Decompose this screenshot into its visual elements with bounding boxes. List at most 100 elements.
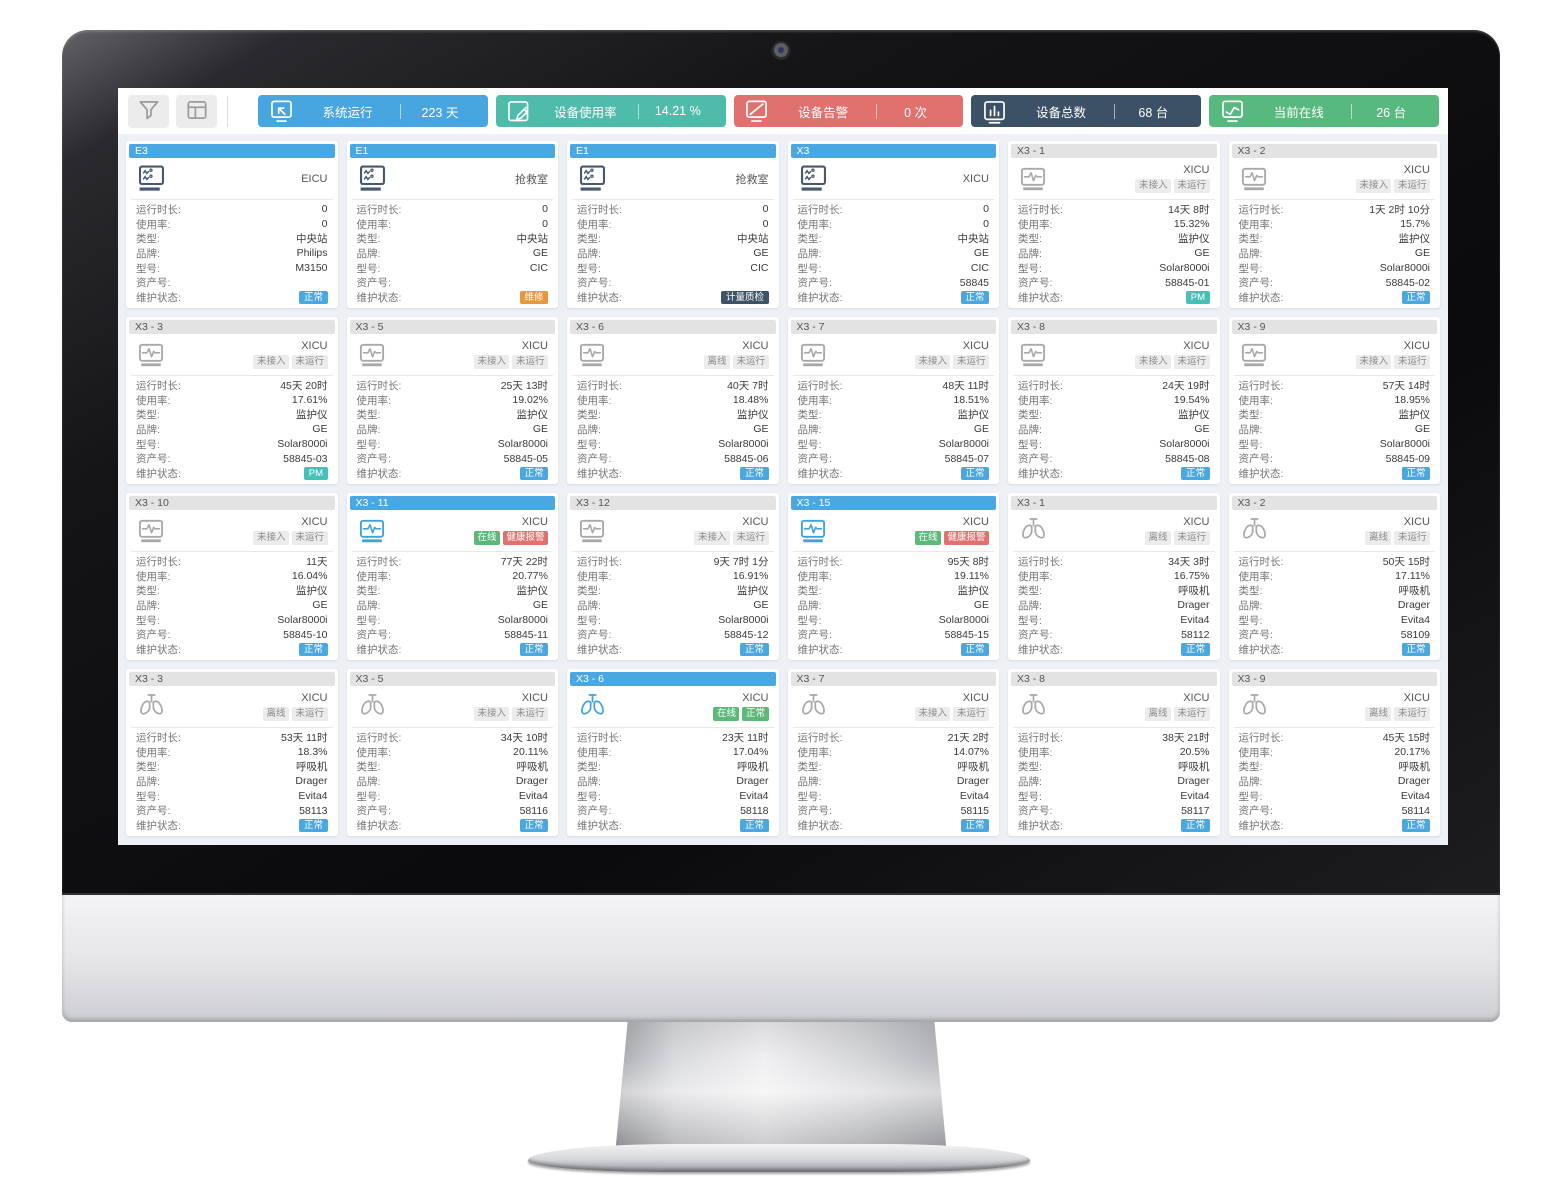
stat-value: 68 台 [1138, 105, 1169, 120]
field-label: 类型: [797, 233, 822, 246]
device-card[interactable]: X3 - 3 XICU 离线 未运行 运行时长: 53天 11时 使用率: 18.3% 类… [126, 669, 338, 836]
field-row: 类型: 监护仪 [136, 583, 328, 598]
device-card[interactable]: E1 抢救室 运行时长: 0 使用率: 0 类型: 中央站 品牌: GE 型号: CIC 资产号: 维… [567, 141, 779, 308]
stat-card-device-total[interactable]: 设备总数 68 台 [971, 95, 1202, 127]
device-id: X3 - 8 [1017, 673, 1046, 685]
field-row: 维护状态: 正常 [1018, 818, 1210, 833]
field-row: 类型: 呼吸机 [577, 759, 769, 774]
device-card[interactable]: X3 - 8 XICU 未接入 未运行 运行时长: 24天 19时 使用率: 19.54… [1008, 317, 1220, 484]
field-row: 类型: 中央站 [798, 231, 990, 246]
device-card[interactable]: X3 - 10 XICU 未接入 未运行 运行时长: 11天 使用率: 16.04% 类型… [126, 493, 338, 660]
device-id: X3 - 9 [1237, 321, 1266, 333]
field-label: 品牌: [797, 775, 822, 788]
device-card[interactable]: X3 - 1 XICU 未接入 未运行 运行时长: 14天 8时 使用率: 15.32%… [1008, 141, 1220, 308]
field-row: 类型: 呼吸机 [1018, 583, 1210, 598]
device-location: XICU [1183, 516, 1210, 529]
device-card[interactable]: X3 - 6 XICU 在线 正常 运行时长: 23天 11时 使用率: 17.04% 类… [567, 669, 779, 836]
maintenance-status-badge: 正常 [740, 466, 769, 481]
field-value: 53天 11时 [281, 731, 328, 744]
field-label: 运行时长: [797, 731, 843, 744]
field-value: 0 [542, 218, 548, 231]
stat-card-current-online[interactable]: 当前在线 26 台 [1209, 95, 1439, 127]
field-value: 18.51% [953, 394, 989, 407]
field-value: GE [973, 599, 989, 612]
field-row: 型号: Solar8000i [1239, 261, 1431, 276]
device-card[interactable]: E1 抢救室 运行时长: 0 使用率: 0 类型: 中央站 品牌: GE 型号: CIC 资产号: 维… [346, 141, 558, 308]
field-row: 维护状态: 正常 [798, 466, 989, 481]
field-row: 使用率: 0 [577, 217, 769, 232]
field-label: 运行时长: [136, 379, 181, 392]
maintenance-status-badge: 正常 [740, 818, 769, 833]
field-row: 使用率: 16.91% [577, 569, 769, 584]
field-row: 品牌: GE [1239, 246, 1431, 261]
field-row: 类型: 监护仪 [357, 407, 549, 422]
field-row: 维护状态: 正常 [577, 642, 769, 657]
field-row: 资产号: 58845-06 [577, 451, 769, 466]
field-value: 58845-10 [283, 628, 328, 641]
field-label: 品牌: [136, 247, 160, 260]
field-label: 使用率: [797, 570, 832, 583]
layout-button[interactable] [176, 94, 217, 128]
ventilator-icon [797, 690, 830, 723]
device-card[interactable]: X3 - 11 XICU 在线 健康报警 运行时长: 77天 22时 使用率: 20.7… [346, 493, 558, 660]
field-label: 资产号: [136, 277, 171, 290]
device-card[interactable]: X3 - 5 XICU 未接入 未运行 运行时长: 34天 10时 使用率: 20.11… [346, 669, 558, 836]
device-id: X3 - 2 [1237, 497, 1266, 509]
device-card[interactable]: X3 XICU 运行时长: 0 使用率: 0 类型: 中央站 品牌: GE 型号: CIC 资产号:… [787, 141, 999, 308]
field-value: 58845-06 [724, 452, 769, 465]
field-value: 25天 13时 [500, 379, 548, 392]
central-station-icon [356, 162, 389, 195]
filter-button[interactable] [128, 94, 169, 128]
field-row: 运行时长: 45天 15时 [1239, 730, 1431, 745]
field-row: 型号: CIC [577, 261, 769, 276]
device-id: E1 [576, 145, 589, 157]
current-online-icon [1218, 97, 1246, 125]
field-value: Solar8000i [938, 438, 989, 451]
field-row: 品牌: Drager [577, 774, 769, 789]
device-card[interactable]: X3 - 1 XICU 离线 未运行 运行时长: 34天 3时 使用率: 16.75% 类… [1008, 493, 1220, 660]
stat-separator [637, 103, 639, 119]
stat-card-system-run[interactable]: 系统运行 223 天 [258, 95, 488, 127]
device-card[interactable]: X3 - 15 XICU 在线 健康报警 运行时长: 95天 8时 使用率: 19.11… [787, 493, 999, 660]
field-row: 运行时长: 48天 11时 [798, 378, 990, 393]
toolbar-divider [227, 95, 228, 127]
device-card[interactable]: X3 - 3 XICU 未接入 未运行 运行时长: 45天 20时 使用率: 17.61… [126, 317, 338, 484]
device-fields: 运行时长: 34天 10时 使用率: 20.11% 类型: 呼吸机 品牌: Drager 型号:… [350, 728, 556, 836]
field-row: 品牌: GE [577, 598, 769, 613]
field-value: 16.04% [291, 570, 328, 583]
device-card[interactable]: X3 - 2 XICU 离线 未运行 运行时长: 50天 15时 使用率: 17.11%… [1228, 493, 1440, 660]
device-card[interactable]: X3 - 9 XICU 离线 未运行 运行时长: 45天 15时 使用率: 20.17%… [1228, 669, 1440, 836]
central-station-icon [797, 162, 830, 195]
device-card[interactable]: X3 - 8 XICU 离线 未运行 运行时长: 38天 21时 使用率: 20.5% 类… [1008, 669, 1220, 836]
stat-card-usage-rate[interactable]: 设备使用率 14.21 % [495, 95, 726, 127]
dashboard-screen: 系统运行 223 天 设备使用率 14.21 % 设备告警 0 次 设备总数 6… [118, 88, 1448, 845]
device-card-top: 抢救室 [572, 158, 774, 200]
field-label: 类型: [1018, 409, 1042, 422]
device-card-header: X3 - 9 [1231, 672, 1437, 686]
stat-card-device-alarm[interactable]: 设备告警 0 次 [733, 95, 964, 127]
field-value: Solar8000i [1379, 262, 1430, 275]
device-card[interactable]: X3 - 7 XICU 未接入 未运行 运行时长: 21天 2时 使用率: 14.07%… [787, 669, 999, 836]
device-card[interactable]: X3 - 7 XICU 未接入 未运行 运行时长: 48天 11时 使用率: 18.51… [787, 317, 999, 484]
field-label: 品牌: [1018, 423, 1042, 436]
device-card[interactable]: X3 - 6 XICU 离线 未运行 运行时长: 40天 7时 使用率: 18.48% 类… [567, 317, 779, 484]
device-badges: 未接入 未运行 [253, 531, 328, 545]
field-label: 资产号: [577, 629, 612, 642]
device-card-header: X3 - 7 [790, 320, 996, 334]
device-card[interactable]: X3 - 9 XICU 未接入 未运行 运行时长: 57天 14时 使用率: 18.95… [1228, 317, 1440, 484]
device-location: XICU [1403, 340, 1430, 353]
device-card[interactable]: X3 - 12 XICU 未接入 未运行 运行时长: 9天 7时 1分 使用率: 16.… [567, 493, 779, 660]
device-card[interactable]: E3 EICU 运行时长: 0 使用率: 0 类型: 中央站 品牌: Philips 型号: M3… [126, 141, 338, 308]
field-label: 资产号: [356, 629, 391, 642]
device-card-header: X3 - 7 [790, 672, 996, 686]
device-card-top-right: XICU 未接入 未运行 [473, 340, 548, 369]
field-row: 运行时长: 14天 8时 [1018, 202, 1210, 217]
status-badge: 离线 [262, 707, 289, 721]
field-row: 品牌: GE [798, 422, 990, 437]
field-label: 品牌: [1018, 247, 1042, 260]
device-card[interactable]: X3 - 5 XICU 未接入 未运行 运行时长: 25天 13时 使用率: 19.02… [346, 317, 558, 484]
maintenance-status-badge: 正常 [1401, 642, 1430, 657]
device-fields: 运行时长: 38天 21时 使用率: 20.5% 类型: 呼吸机 品牌: Drager 型号: E… [1011, 728, 1217, 836]
device-card[interactable]: X3 - 2 XICU 未接入 未运行 运行时长: 1天 2时 10分 使用率: 15.… [1228, 141, 1440, 308]
field-label: 类型: [577, 409, 601, 422]
